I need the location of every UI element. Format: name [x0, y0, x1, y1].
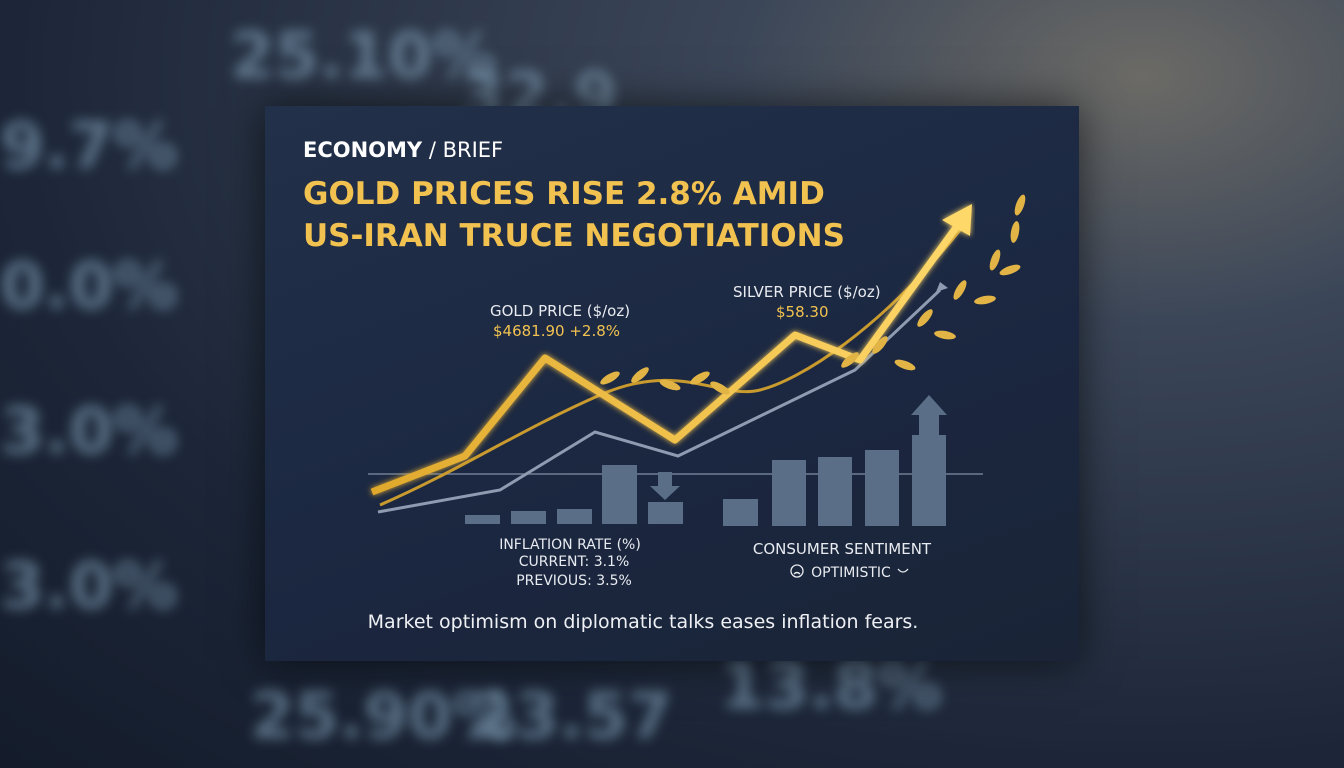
gold-label: GOLD PRICE ($/oz): [490, 302, 630, 320]
background-number: 23.57: [470, 680, 673, 754]
footer-text: Market optimism on diplomatic talks ease…: [368, 611, 919, 633]
separator: /: [429, 138, 437, 162]
inflation-current: CURRENT: 3.1%: [519, 554, 630, 570]
leaf: [974, 295, 996, 305]
bar: [465, 515, 500, 524]
section: BRIEF: [443, 138, 504, 162]
background-number: 3.0%: [0, 395, 178, 469]
leaf: [1010, 221, 1020, 243]
bar: [772, 460, 806, 526]
inflation-label: INFLATION RATE (%): [499, 537, 641, 553]
down-arrow: [650, 472, 680, 500]
background-number: 25.10%: [230, 20, 497, 94]
bars: [465, 395, 947, 526]
inflation-previous: PREVIOUS: 3.5%: [516, 573, 632, 589]
gold-line: [370, 219, 963, 496]
leaf: [600, 371, 620, 385]
leaf: [1014, 194, 1026, 216]
bar: [557, 509, 592, 524]
headline-line: US-IRAN TRUCE NEGOTIATIONS: [303, 218, 845, 254]
silver-arrowhead: [936, 282, 948, 292]
bar: [818, 457, 852, 526]
background-number: 0.0%: [0, 250, 178, 324]
background-number: 3.0%: [0, 550, 178, 624]
category: ECONOMY: [303, 138, 423, 162]
leaf: [989, 249, 1001, 271]
background-number: 9.7%: [0, 110, 178, 184]
bar: [602, 465, 637, 524]
sad-face: [790, 564, 804, 578]
happy-mouth: [897, 568, 909, 573]
bar: [912, 435, 946, 526]
bar: [648, 502, 683, 524]
silver-label: SILVER PRICE ($/oz): [733, 283, 881, 301]
sentiment-icons: [790, 564, 909, 578]
bar: [511, 511, 546, 524]
leaf: [894, 359, 916, 371]
bar: [865, 450, 899, 526]
leaf: [872, 336, 888, 354]
silver-line: [377, 288, 942, 514]
leaf: [690, 371, 710, 385]
gold-value: $4681.90 +2.8%: [493, 322, 620, 340]
leaf: [710, 381, 730, 395]
bar: [723, 499, 758, 526]
leaf: [659, 379, 681, 391]
leaf: [999, 264, 1021, 276]
kicker: ECONOMY / BRIEF: [303, 138, 503, 162]
up-arrow: [911, 395, 947, 435]
leaf: [841, 352, 859, 368]
brief-card: ECONOMY / BRIEF GOLD PRICES RISE 2.8% AM…: [265, 106, 1079, 661]
silver-value: $58.30: [776, 303, 829, 321]
leaf: [631, 367, 649, 383]
gold-arrowhead: [942, 204, 972, 236]
background-number: 13.8%: [720, 650, 943, 724]
leaf: [917, 309, 933, 327]
leaf: [953, 280, 967, 300]
headline-line: GOLD PRICES RISE 2.8% AMID: [303, 176, 825, 212]
brief-graphic: ECONOMY / BRIEF GOLD PRICES RISE 2.8% AM…: [303, 138, 1026, 633]
gold-curve: [379, 229, 962, 507]
sad-mouth: [793, 571, 801, 575]
background-number: 25.90%: [250, 680, 517, 754]
sentiment-label: CONSUMER SENTIMENT: [753, 540, 932, 558]
leaf: [934, 330, 956, 340]
sentiment-value: OPTIMISTIC: [811, 565, 891, 581]
laurel: [600, 194, 1026, 395]
